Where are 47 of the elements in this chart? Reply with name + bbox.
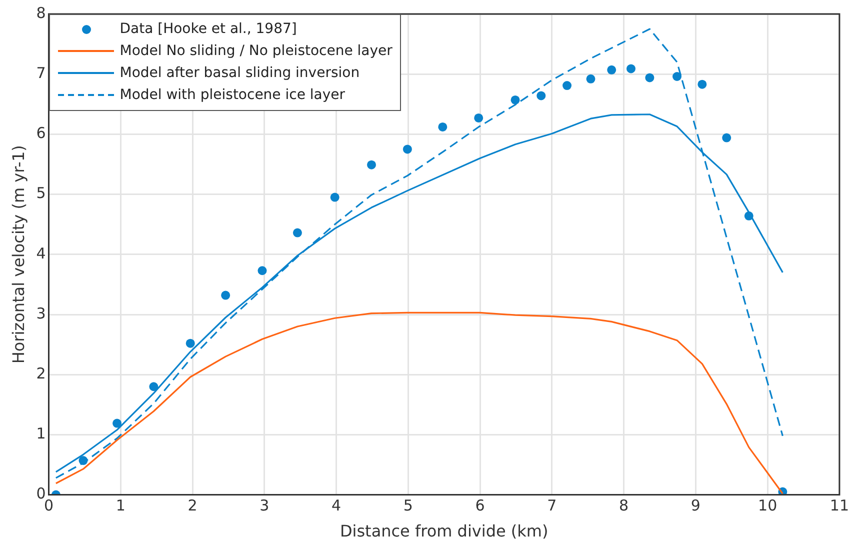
legend-label: Model after basal sliding inversion — [120, 65, 360, 81]
point — [221, 290, 230, 300]
y-tick-label: 1 — [36, 424, 46, 443]
x-tick-label: 1 — [116, 496, 126, 515]
x-tick-label: 4 — [332, 496, 342, 515]
point — [186, 338, 195, 348]
point — [607, 65, 616, 74]
point — [536, 91, 546, 100]
y-tick-label: 4 — [36, 244, 46, 262]
point — [258, 266, 267, 276]
point — [645, 73, 654, 82]
legend-label: Model No sliding / No pleistocene layer — [120, 43, 392, 59]
x-tick-label: 10 — [758, 496, 778, 515]
point — [510, 95, 520, 104]
point — [626, 64, 636, 74]
point — [149, 382, 158, 392]
y-tick-label: 0 — [36, 484, 46, 503]
point — [672, 72, 682, 82]
point — [330, 192, 340, 202]
point — [474, 113, 484, 122]
x-tick-label: 8 — [619, 496, 629, 515]
x-tick-label: 6 — [475, 496, 485, 515]
y-tick-label: 8 — [36, 4, 46, 22]
point — [367, 160, 376, 170]
y-tick-label: 5 — [36, 184, 46, 202]
x-axis-title: Distance from divide (km) — [340, 522, 548, 541]
y-tick-label: 2 — [36, 364, 46, 382]
point — [586, 74, 596, 84]
y-axis-title: Horizontal velocity (m yr-1) — [8, 145, 28, 364]
point — [402, 144, 412, 154]
x-tick-label: 9 — [690, 496, 700, 515]
x-tick-label: 5 — [403, 496, 413, 515]
point — [292, 228, 302, 238]
legend-label: Data [Hooke et al., 1987] — [120, 21, 297, 37]
y-tick-label: 3 — [36, 304, 46, 322]
point — [112, 418, 122, 428]
y-tick-label: 7 — [36, 64, 46, 82]
legend-label: Model with pleistocene ice layer — [120, 87, 346, 103]
point — [698, 80, 707, 89]
x-tick-label: 11 — [830, 496, 850, 515]
x-tick-label: 7 — [547, 496, 557, 515]
x-tick-label: 3 — [260, 496, 270, 515]
y-tick-label: 6 — [36, 124, 46, 142]
point — [438, 122, 448, 132]
x-tick-label: 2 — [188, 496, 198, 515]
point — [722, 133, 732, 142]
point — [562, 81, 572, 90]
